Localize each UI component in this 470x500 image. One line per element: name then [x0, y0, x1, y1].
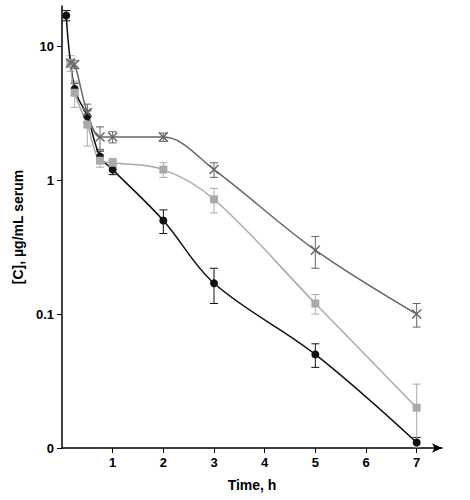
svg-text:3: 3 [210, 455, 217, 470]
svg-text:6: 6 [362, 455, 369, 470]
svg-text:[C], µg/mL serum: [C], µg/mL serum [10, 170, 26, 284]
svg-text:7: 7 [413, 455, 420, 470]
svg-text:2: 2 [160, 455, 167, 470]
svg-text:0.1: 0.1 [36, 307, 54, 322]
svg-text:0: 0 [47, 441, 54, 456]
svg-text:1: 1 [109, 455, 116, 470]
svg-text:4: 4 [261, 455, 269, 470]
svg-text:5: 5 [312, 455, 319, 470]
svg-text:1: 1 [47, 173, 54, 188]
svg-text:Time, h: Time, h [228, 477, 277, 493]
svg-text:10: 10 [40, 39, 54, 54]
